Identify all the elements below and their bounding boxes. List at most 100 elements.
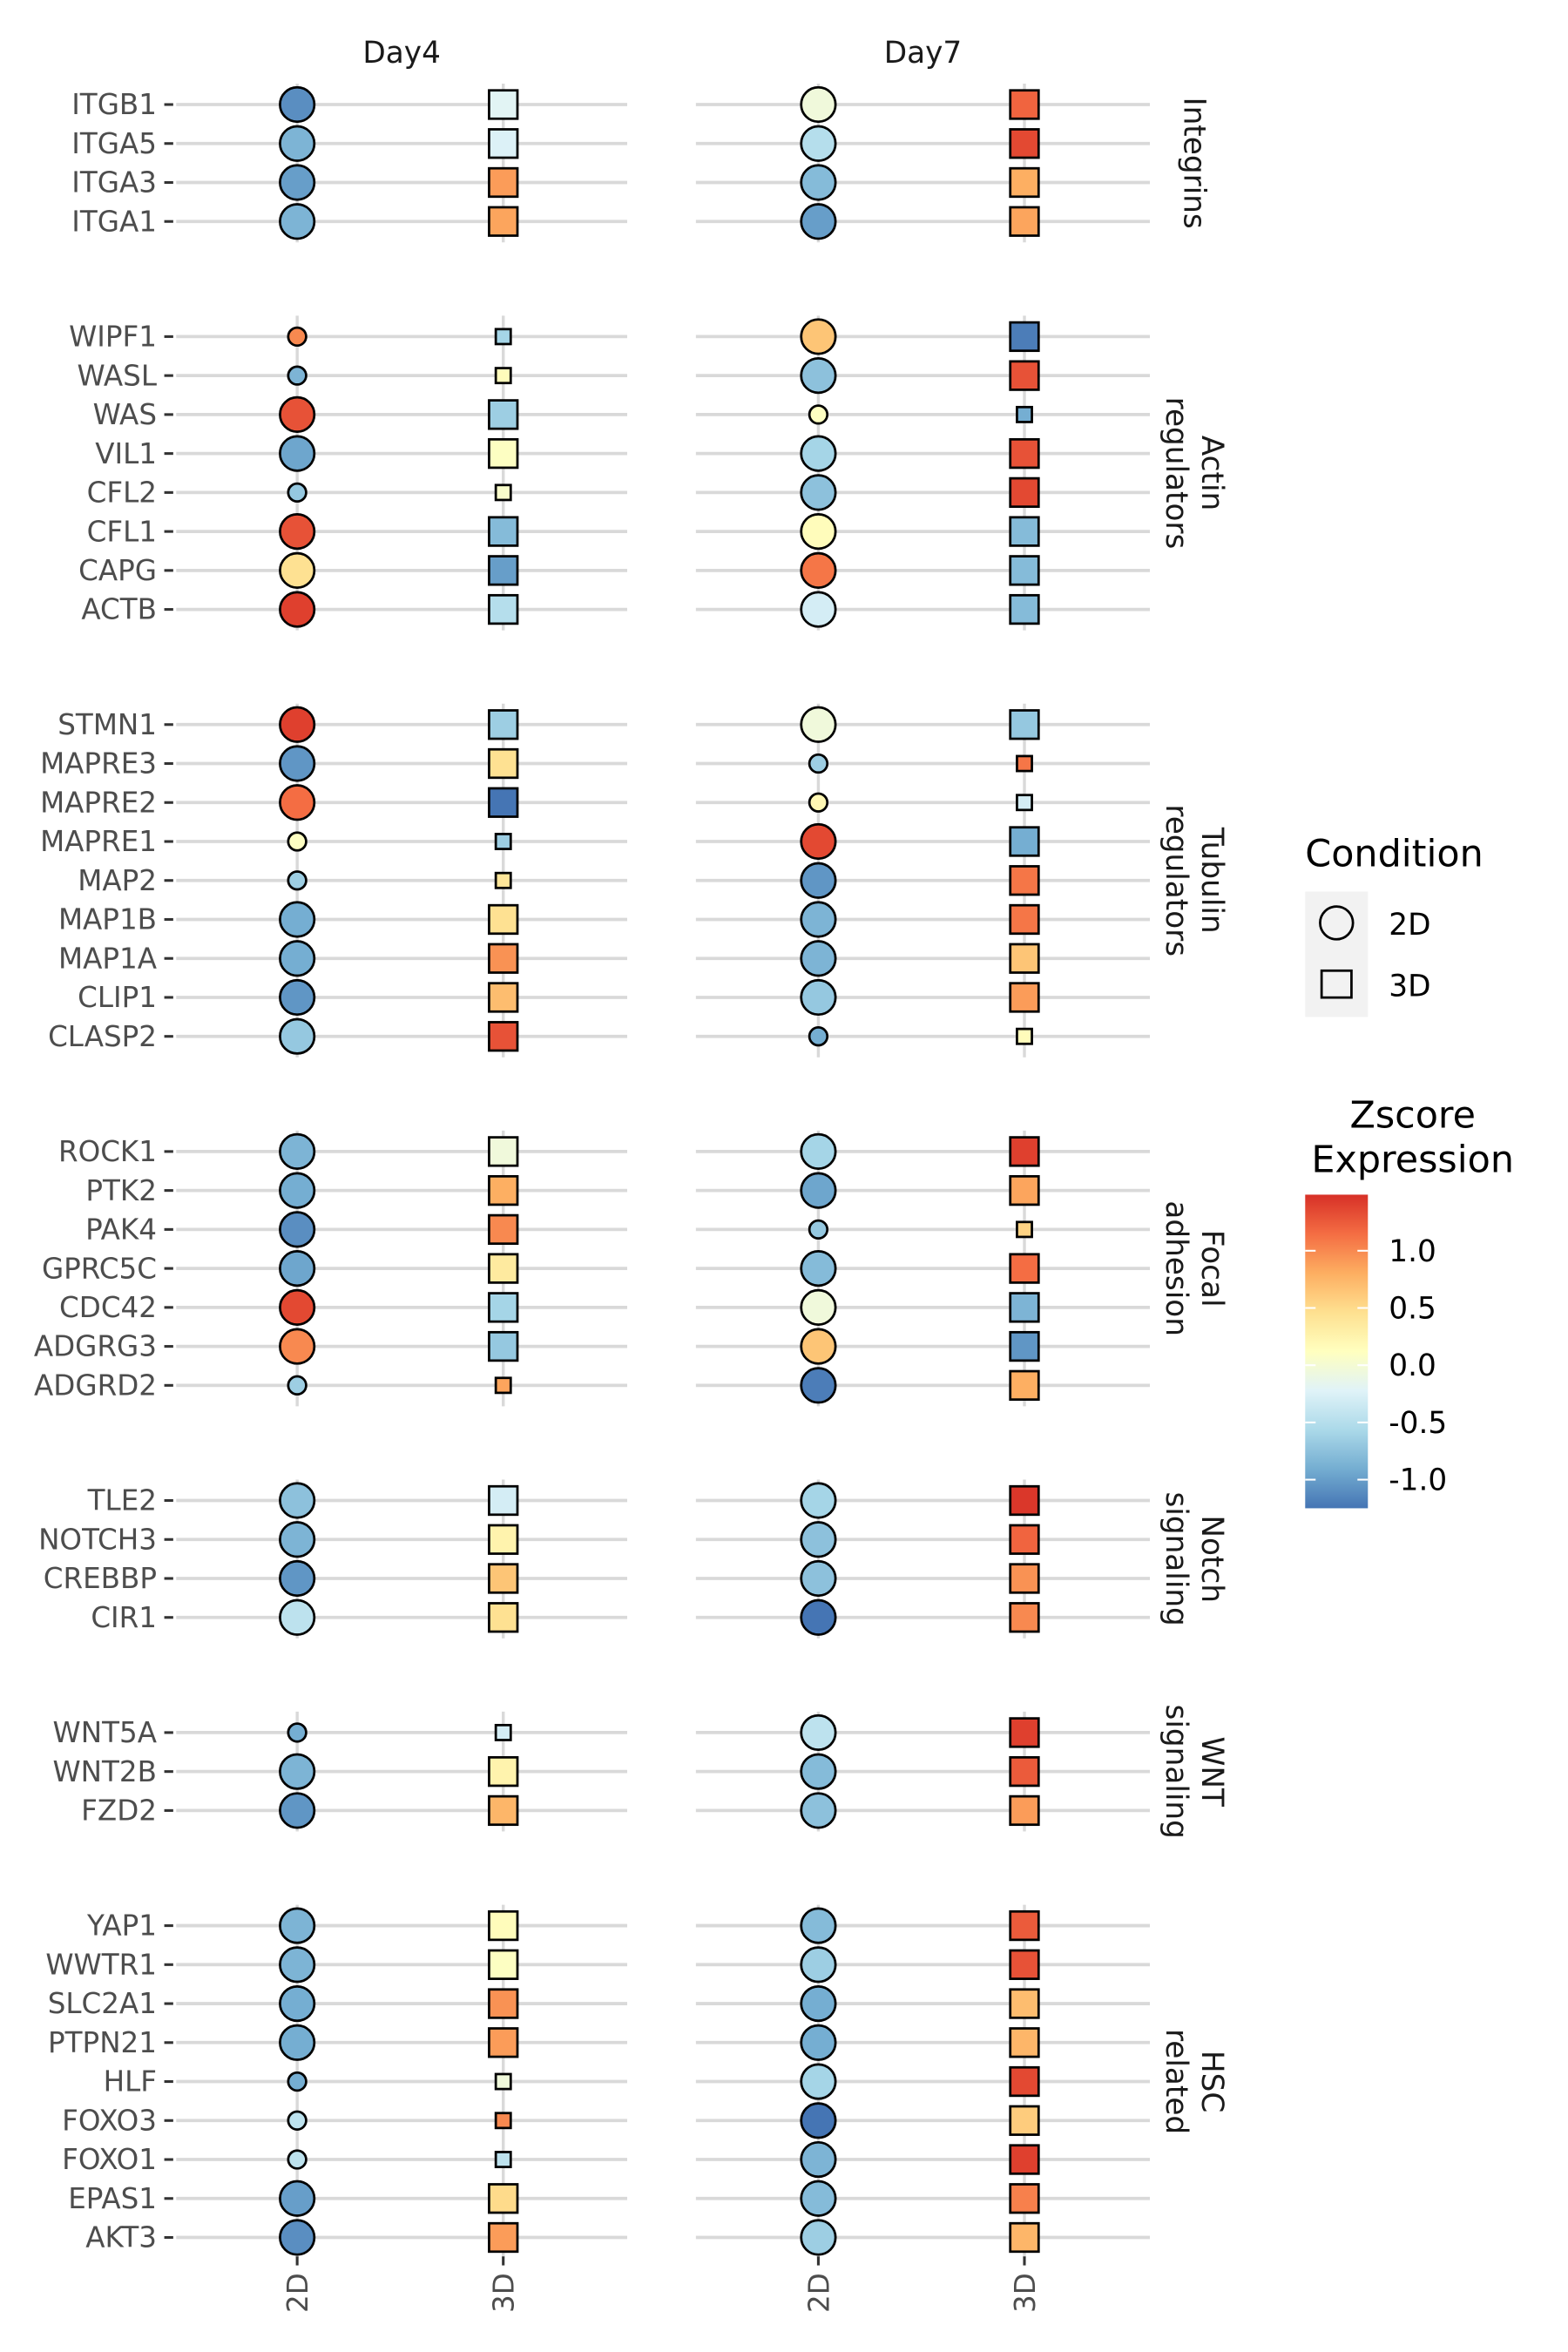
marker-square-rock1	[488, 1136, 519, 1167]
marker-square-mapre2	[1016, 794, 1033, 812]
marker-square-crebbp	[1009, 1563, 1040, 1594]
marker-circle-wwtr1	[800, 1946, 837, 1984]
marker-square-foxo3	[1009, 2105, 1040, 2136]
y-tick-label-itga5: ITGA5	[71, 127, 157, 160]
marker-square-mapre1	[494, 833, 512, 850]
marker-circle-adgrg3	[279, 1328, 316, 1365]
marker-square-cfl2	[1009, 476, 1040, 509]
marker-circle-map2	[800, 862, 837, 899]
legend-key-background	[1305, 891, 1369, 1017]
y-tick-label-adgrg3: ADGRG3	[34, 1330, 157, 1363]
marker-square-foxo3	[494, 2112, 512, 2130]
y-tick-label-vil1: VIL1	[95, 437, 157, 470]
y-tick-label-rock1: ROCK1	[58, 1135, 157, 1168]
y-tick-label-itga3: ITGA3	[71, 166, 157, 199]
y-tick-label-adgrd2: ADGRD2	[34, 1369, 157, 1402]
marker-circle-was	[279, 395, 316, 433]
marker-square-capg	[488, 555, 519, 586]
legend-title-expression: Expression	[1311, 1139, 1514, 1182]
marker-square-crebbp	[488, 1563, 519, 1594]
y-tick-label-wasl: WASL	[77, 359, 157, 392]
y-tick-label-wnt2b: WNT2B	[52, 1755, 157, 1788]
marker-square-wasl	[494, 367, 512, 385]
marker-square-adgrg3	[488, 1330, 519, 1362]
y-tick-label-clasp2: CLASP2	[48, 1020, 157, 1053]
marker-square-cfl2	[494, 483, 512, 502]
marker-square-stmn1	[488, 709, 519, 740]
x-tick-label-day7-3d: 3D	[1009, 2273, 1042, 2313]
y-tick-label-mapre2: MAPRE2	[40, 786, 157, 819]
facet-strip-line: Focal	[1194, 1230, 1229, 1308]
axes: Day4 Day7 ITGB1 ITGA5 ITGA3 ITGA1 Integrins WIP…	[34, 36, 1229, 2313]
marker-circle-wnt5a	[800, 1713, 837, 1751]
marker-circle-actb	[279, 591, 316, 628]
y-tick-label-foxo1: FOXO1	[62, 2143, 157, 2176]
marker-circle-gprc5c	[279, 1250, 316, 1288]
marker-square-cfl1	[488, 516, 519, 547]
marker-square-epas1	[488, 2183, 519, 2214]
marker-square-itgb1	[1009, 89, 1040, 120]
marker-square-cir1	[1009, 1602, 1040, 1633]
marker-circle-map1a	[279, 940, 316, 977]
marker-square-map1b	[1009, 903, 1040, 936]
marker-square-yap1	[1009, 1909, 1040, 1942]
marker-square-cdc42	[488, 1292, 519, 1323]
marker-circle-map1b	[800, 901, 837, 938]
marker-circle-wasl	[287, 365, 308, 386]
marker-square-ptpn21	[1009, 2027, 1040, 2058]
marker-square-itga3	[1009, 166, 1040, 199]
marker-square-stmn1	[1009, 709, 1040, 740]
y-tick-label-itga1: ITGA1	[71, 205, 157, 238]
marker-square-gprc5c	[1009, 1253, 1040, 1284]
marker-circle-mapre2	[279, 784, 316, 821]
marker-circle-slc2a1	[800, 1984, 837, 2023]
marker-square-mapre2	[488, 787, 519, 818]
marker-square-pak4	[1016, 1220, 1033, 1239]
y-tick-label-mapre1: MAPRE1	[40, 825, 157, 858]
marker-circle-mapre3	[808, 753, 829, 774]
marker-circle-akt3	[279, 2219, 316, 2256]
marker-circle-cfl1	[800, 513, 837, 551]
marker-circle-capg	[279, 551, 316, 589]
marker-circle-clasp2	[279, 1017, 316, 1055]
marker-square-was	[1016, 405, 1033, 423]
marker-circle-adgrg3	[800, 1328, 837, 1365]
marker-circle-cir1	[800, 1598, 837, 1636]
marker-square-adgrd2	[494, 1376, 512, 1395]
marker-square-wnt5a	[1009, 1717, 1040, 1748]
marker-square-adgrg3	[1009, 1330, 1040, 1362]
marker-square-wipf1	[1009, 321, 1040, 353]
y-tick-label-itgb1: ITGB1	[71, 88, 157, 121]
facet-strip-line: WNT	[1194, 1736, 1229, 1808]
marker-circle-wasl	[800, 357, 837, 395]
marker-circle-cdc42	[800, 1288, 837, 1326]
facet-strip-line: adhesion	[1159, 1200, 1193, 1336]
x-tick-label-day7-2d: 2D	[802, 2273, 835, 2313]
marker-square-hlf	[1009, 2065, 1040, 2098]
marker-circle-epas1	[800, 2180, 837, 2217]
marker-square-actb	[488, 593, 519, 625]
marker-circle-clip1	[800, 978, 837, 1017]
marker-circle-notch3	[279, 1521, 316, 1558]
y-tick-label-hlf: HLF	[104, 2065, 157, 2099]
marker-square-cfl1	[1009, 516, 1040, 547]
legend-circle-icon	[1319, 905, 1355, 941]
facet-strip-label: Integrins	[1176, 97, 1211, 228]
marker-square-notch3	[1009, 1524, 1040, 1555]
facet-strip-line: related	[1159, 2029, 1193, 2134]
marker-square-map2	[494, 871, 512, 889]
y-tick-label-epas1: EPAS1	[68, 2182, 157, 2215]
marker-square-cdc42	[1009, 1292, 1040, 1323]
marker-square-slc2a1	[488, 1988, 519, 2019]
marker-square-wwtr1	[488, 1949, 519, 1980]
markers	[279, 85, 1040, 2256]
marker-circle-hlf	[287, 2071, 308, 2092]
marker-circle-yap1	[800, 1907, 837, 1944]
facet-strip-label: HSCrelated	[1159, 2029, 1229, 2134]
marker-square-fzd2	[1009, 1794, 1040, 1827]
marker-circle-foxo3	[800, 2102, 837, 2139]
marker-circle-cfl2	[800, 474, 837, 511]
marker-square-gprc5c	[488, 1253, 519, 1284]
